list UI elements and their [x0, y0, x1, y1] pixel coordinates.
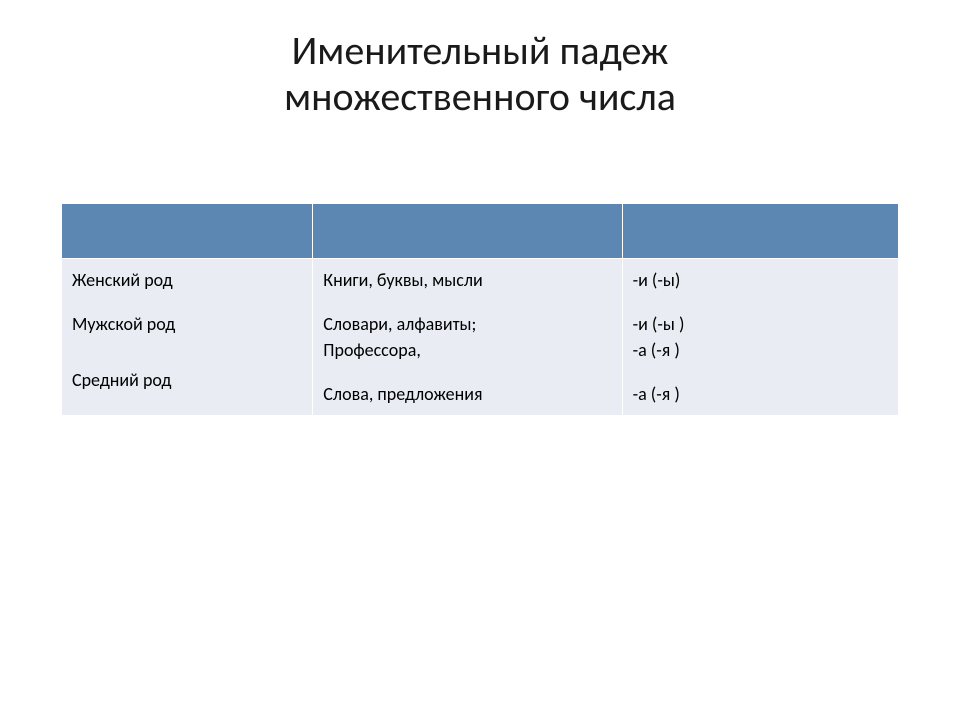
gender-masc: Мужской род: [72, 311, 302, 337]
slide: Именительный падеж множественного числа …: [0, 0, 960, 720]
slide-title: Именительный падеж множественного числа: [0, 0, 960, 120]
grammar-table: Женский род Мужской род Средний род Книг…: [62, 204, 898, 415]
examples-fem: Книги, буквы, мысли: [323, 267, 611, 293]
title-line-1: Именительный падеж: [292, 26, 669, 75]
examples-masc: Словари, алфавиты;Профессора,: [323, 311, 611, 363]
table-row: Женский род Мужской род Средний род Книг…: [62, 259, 898, 416]
title-line-2: множественного числа: [284, 72, 676, 121]
endings-neut: -а (-я ): [633, 381, 888, 407]
gender-fem: Женский род: [72, 267, 302, 293]
endings-fem: -и (-ы): [633, 267, 888, 293]
endings-masc: -и (-ы )-а (-я ): [633, 311, 888, 363]
header-cell-1: [62, 204, 313, 259]
table-header-row: [62, 204, 898, 259]
gender-neut: Средний род: [72, 367, 302, 393]
header-cell-3: [622, 204, 898, 259]
gender-cell: Женский род Мужской род Средний род: [62, 259, 313, 416]
table: Женский род Мужской род Средний род Книг…: [62, 204, 898, 415]
header-cell-2: [313, 204, 622, 259]
endings-cell: -и (-ы) -и (-ы )-а (-я ) -а (-я ): [622, 259, 898, 416]
examples-neut: Слова, предложения: [323, 381, 611, 407]
examples-cell: Книги, буквы, мысли Словари, алфавиты;Пр…: [313, 259, 622, 416]
